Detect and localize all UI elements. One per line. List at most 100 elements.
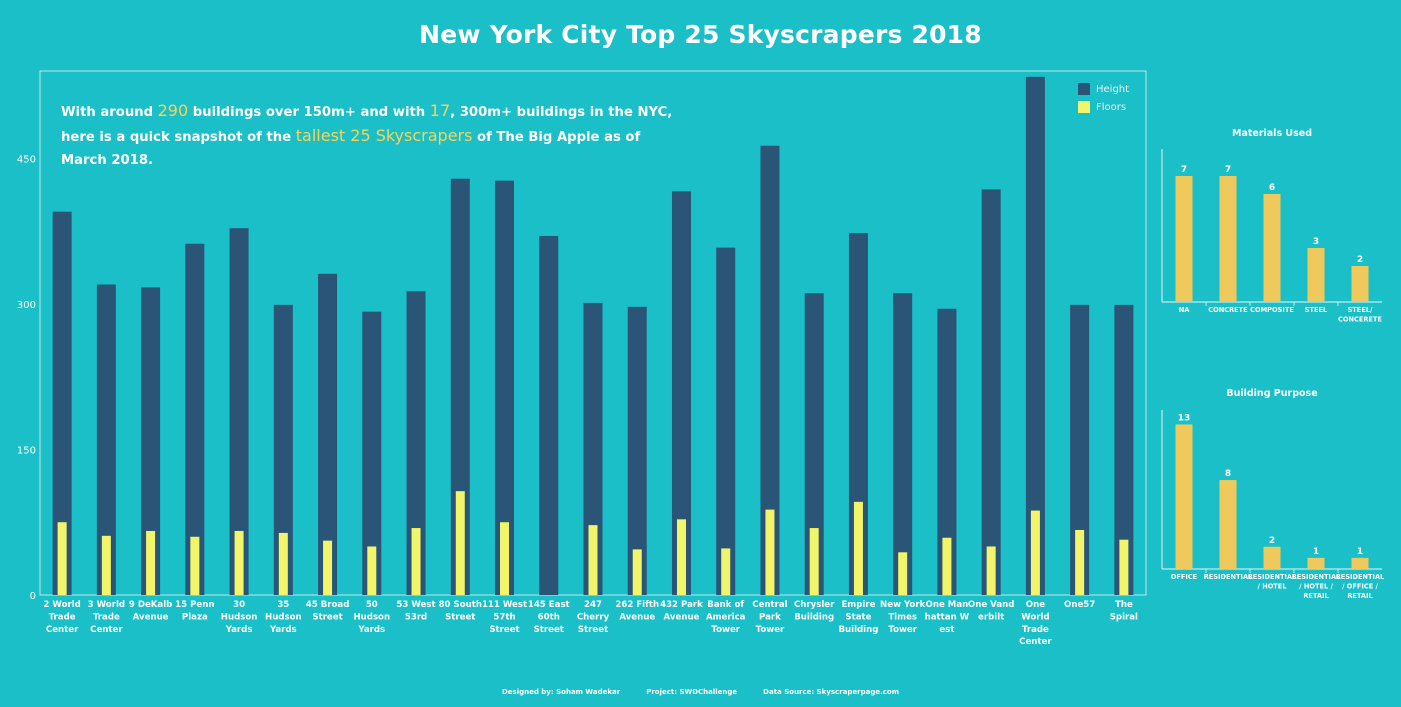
- height-bar-one57: [1070, 304, 1090, 595]
- materials-used-x-tick-label-steel: STEEL: [1305, 306, 1328, 314]
- height-bar-50-hudson-yards: [362, 311, 382, 595]
- floors-bar-one57: [1075, 529, 1085, 595]
- floors-bar-2-world-trade-center: [57, 522, 67, 595]
- materials-used-bar-concrete: [1219, 176, 1237, 302]
- floors-bar-111-west-57th-street: [500, 522, 510, 595]
- x-tick-label-432-park-avenue: 432 Park Avenue: [660, 600, 703, 622]
- floors-bar-the-spiral: [1119, 539, 1129, 595]
- floors-bar-one-vanderbilt: [986, 546, 996, 595]
- materials-used-bar-na: [1175, 176, 1193, 302]
- x-tick-label-empire-state-building: Empire State Building: [838, 600, 878, 635]
- materials-used-value-label-na: 7: [1181, 165, 1187, 175]
- y-tick-label-150: 150: [17, 445, 36, 456]
- building-purpose-value-label-residential-hotel-retail: 1: [1313, 547, 1319, 557]
- building-purpose-x-tick-label-residential-hotel: RESIDENTIAL / HOTEL: [1248, 573, 1297, 591]
- floors-bar-one-world-trade-center: [1030, 510, 1040, 595]
- materials-title: Materials Used: [1231, 128, 1313, 139]
- height-bar-111-west-57th-street: [495, 180, 515, 595]
- legend-label-floors: Floors: [1096, 101, 1127, 113]
- materials-used-bar-steel-concerete: [1351, 266, 1369, 302]
- x-tick-label-one-world-trade-center: One World Trade Center: [1019, 600, 1052, 647]
- height-bar-2-world-trade-center: [52, 211, 72, 595]
- building-purpose-value-label-residential-hotel: 2: [1269, 536, 1275, 546]
- height-bar-35-hudson-yards: [273, 304, 293, 595]
- intro-count-150m: 290: [157, 101, 189, 120]
- x-tick-label-2-world-trade-center: 2 World Trade Center: [43, 600, 80, 635]
- footer-designer: Designed by: Soham Wadekar: [501, 688, 621, 696]
- materials-used-x-tick-label-composite: COMPOSITE: [1250, 306, 1294, 314]
- materials-used-x-tick-label-na: NA: [1179, 306, 1191, 314]
- floors-bar-9-dekalb-avenue: [146, 530, 156, 595]
- height-bar-one-manhattan-west: [937, 308, 957, 595]
- x-tick-label-one57: One57: [1064, 600, 1095, 610]
- floors-bar-80-south-street: [455, 491, 465, 595]
- height-bar-145-east-60th-street: [539, 235, 559, 596]
- building-purpose-x-tick-label-residential-office-retail: RESIDENTIAL / OFFICE / RETAIL: [1336, 573, 1385, 600]
- floors-bar-chrysler-building: [809, 528, 819, 595]
- materials-used-value-label-steel-concerete: 2: [1357, 255, 1363, 265]
- x-tick-label-chrysler-building: Chrysler Building: [794, 600, 835, 622]
- x-tick-label-50-hudson-yards: 50 Hudson Yards: [353, 600, 390, 635]
- building-purpose-bar-residential-hotel-retail: [1307, 557, 1325, 569]
- legend-item-floors[interactable]: Floors: [1078, 98, 1129, 116]
- x-tick-label-30-hudson-yards: 30 Hudson Yards: [221, 600, 258, 635]
- height-bar-central-park-tower: [760, 145, 780, 596]
- materials-used-bar-steel: [1307, 248, 1325, 302]
- floors-bar-bank-of-america-tower: [721, 548, 731, 595]
- x-tick-label-262-fifth-avenue: 262 Fifth Avenue: [615, 600, 659, 622]
- floors-bar-one-manhattan-west: [942, 537, 952, 595]
- footer-source: Data Source: Skyscraperpage.com: [763, 688, 899, 696]
- floors-bar-new-york-times-tower: [898, 552, 908, 595]
- x-tick-label-80-south-street: 80 South Street: [439, 600, 482, 622]
- building-purpose-bar-residential-hotel: [1263, 546, 1281, 569]
- x-tick-label-one-vanderbilt: One Vand erbilt: [968, 600, 1015, 622]
- materials-used-bar-composite: [1263, 194, 1281, 302]
- legend: Height Floors: [1078, 80, 1129, 116]
- x-tick-label-145-east-60th-street: 145 East 60th Street: [528, 600, 570, 635]
- building-purpose-value-label-residential-office-retail: 1: [1357, 547, 1363, 557]
- building-purpose-x-tick-label-office: OFFICE: [1171, 573, 1198, 581]
- floors-bar-empire-state-building: [853, 501, 863, 595]
- legend-item-height[interactable]: Height: [1078, 80, 1129, 98]
- building-purpose-value-label-office: 13: [1178, 413, 1191, 423]
- materials-used-value-label-composite: 6: [1269, 183, 1275, 193]
- building-purpose-value-label-residential: 8: [1225, 469, 1231, 479]
- floors-bar-262-fifth-avenue: [632, 549, 642, 595]
- height-bar-empire-state-building: [848, 233, 868, 595]
- materials-used-value-label-steel: 3: [1313, 237, 1319, 247]
- intro-text: With around 290 buildings over 150m+ and…: [61, 99, 681, 172]
- height-bar-bank-of-america-tower: [716, 247, 736, 595]
- building-purpose-bar-office: [1175, 424, 1193, 569]
- materials-used-value-label-concrete: 7: [1225, 165, 1231, 175]
- height-bar-262-fifth-avenue: [627, 306, 647, 595]
- floors-bar-35-hudson-yards: [278, 532, 288, 595]
- x-tick-label-the-spiral: The Spiral: [1110, 600, 1138, 622]
- height-bar-the-spiral: [1114, 304, 1134, 595]
- x-tick-label-9-dekalb-avenue: 9 DeKalb Avenue: [129, 600, 173, 622]
- height-bar-chrysler-building: [804, 293, 824, 595]
- height-bar-15-penn-plaza: [185, 243, 205, 595]
- height-bar-45-broad-street: [318, 273, 338, 595]
- materials-used-x-tick-label-concrete: CONCRETE: [1208, 306, 1248, 314]
- height-bar-30-hudson-yards: [229, 228, 249, 595]
- x-tick-label-bank-of-america-tower: Bank of America Tower: [706, 600, 746, 635]
- building-purpose-bar-residential-office-retail: [1351, 557, 1369, 569]
- materials-bar-chart: 7 NA 7 CONCRETE 6 COMPOSITE 3 STEEL 2 STEEL/CONCE…: [1161, 149, 1382, 324]
- floors-bar-432-park-avenue: [676, 519, 686, 595]
- y-tick-label-300: 300: [17, 300, 36, 311]
- x-tick-label-central-park-tower: Central Park Tower: [752, 600, 787, 635]
- footer: Designed by: Soham Wadekar Project: SWDC…: [0, 688, 1401, 696]
- legend-label-height: Height: [1096, 83, 1130, 95]
- intro-highlight: tallest 25 Skyscrapers: [295, 126, 473, 145]
- x-tick-label-45-broad-street: 45 Broad Street: [306, 600, 350, 622]
- floors-bar-15-penn-plaza: [190, 536, 200, 595]
- building-purpose-bar-residential: [1219, 480, 1237, 569]
- floors-bar-53-west-53rd: [411, 528, 421, 595]
- height-bar-one-vanderbilt: [981, 189, 1001, 595]
- height-bar-80-south-street: [450, 178, 470, 595]
- height-bar-9-dekalb-avenue: [141, 287, 161, 595]
- floors-bar-45-broad-street: [323, 540, 333, 595]
